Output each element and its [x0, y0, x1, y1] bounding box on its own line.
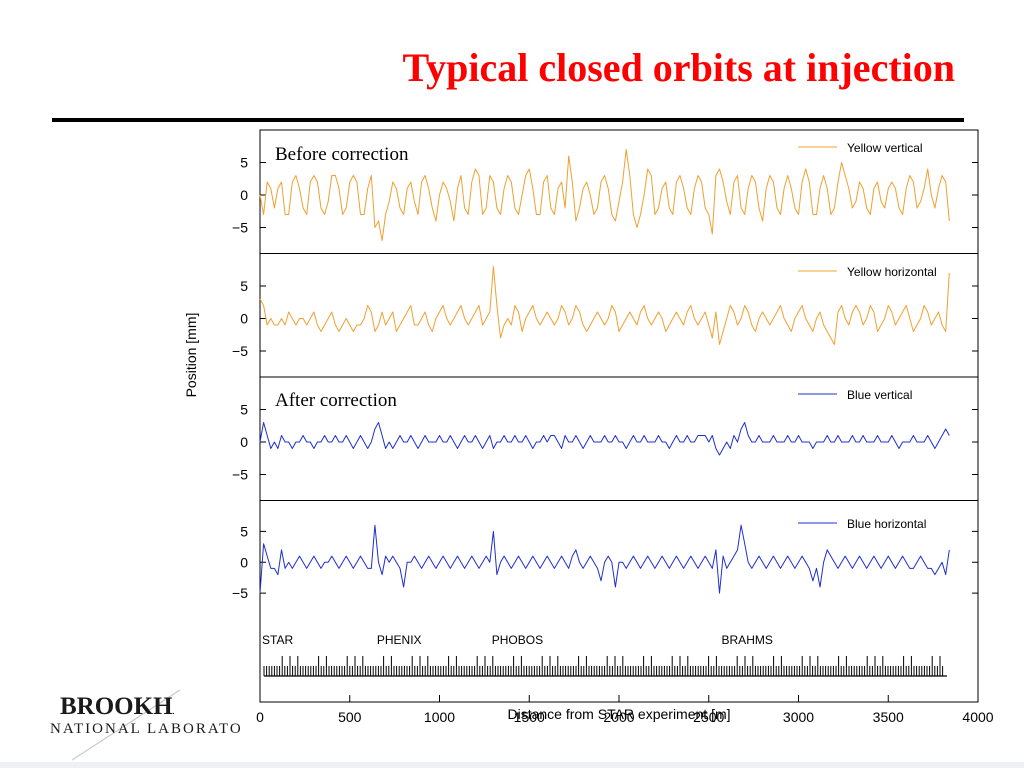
- annotation-before-correction: Before correction: [275, 144, 409, 165]
- experiment-markers: STAR PHENIX PHOBOS BRAHMS: [262, 633, 947, 677]
- y-tick-label: 0: [240, 554, 248, 570]
- logo-swoosh: [71, 689, 181, 761]
- y-axis-label: Position [mm]: [183, 313, 199, 398]
- logo-subtitle-clip: NATIONAL LABORATORY: [50, 721, 267, 737]
- x-tick-label: 4000: [962, 709, 993, 725]
- experiment-label: BRAHMS: [722, 633, 773, 647]
- brookhaven-logo: BROOKHAVEN NATIONAL LABORATORY: [50, 689, 267, 761]
- title-rule: [52, 118, 964, 122]
- x-axis-label: Distance from STAR experiment [m]: [507, 706, 730, 722]
- series-line: [259, 149, 950, 241]
- annotation-after-correction: After correction: [275, 390, 397, 411]
- x-tick-label: 1000: [424, 709, 455, 725]
- y-tick-label: 5: [240, 155, 248, 171]
- y-tick-label: −5: [232, 467, 248, 483]
- panel-3: 5 0 −5 Blue vertical: [232, 376, 978, 483]
- x-tick-label: 2000: [603, 709, 634, 725]
- legend-label: Blue vertical: [847, 388, 912, 402]
- experiment-label: STAR: [262, 633, 293, 647]
- y-tick-label: 0: [240, 434, 248, 450]
- x-axis: 0 500 1000 1500 2000 2500 3000 3500 4000: [256, 695, 994, 725]
- x-tick-label: 1500: [514, 709, 545, 725]
- experiment-label: PHOBOS: [492, 633, 543, 647]
- x-tick-label: 0: [256, 709, 264, 725]
- y-tick-label: −5: [232, 220, 248, 236]
- legend-label: Yellow horizontal: [847, 265, 937, 279]
- x-tick-label: 500: [338, 709, 362, 725]
- logo-wordmark-clip: BROOKHAVEN: [60, 693, 240, 720]
- x-tick-label: 3000: [783, 709, 814, 725]
- y-tick-label: 5: [240, 402, 248, 418]
- legend-label: Yellow vertical: [847, 141, 923, 155]
- legend-label: Blue horizontal: [847, 517, 926, 531]
- x-tick-label: 3500: [873, 709, 904, 725]
- panel-2: 5 0 −5 Yellow horizontal: [232, 253, 978, 359]
- slide-title: Typical closed orbits at injection: [402, 45, 955, 90]
- y-tick-label: 5: [240, 278, 248, 294]
- experiment-label: PHENIX: [377, 633, 422, 647]
- y-tick-label: 0: [240, 311, 248, 327]
- plot-frame: [259, 129, 979, 703]
- y-tick-label: 0: [240, 187, 248, 203]
- logo-subtitle: NATIONAL LABORATORY: [50, 721, 267, 737]
- plot-border: [259, 129, 979, 703]
- series-line: [259, 266, 950, 345]
- x-tick-label: 2500: [693, 709, 724, 725]
- y-tick-label: 5: [240, 523, 248, 539]
- footer-strip: [0, 762, 1024, 768]
- y-tick-label: −5: [232, 585, 248, 601]
- panel-1: 5 0 −5 Yellow vertical: [232, 141, 978, 241]
- y-tick-label: −5: [232, 343, 248, 359]
- panels: 5 0 −5 Yellow vertical 5 0 −5 Yellow horizontal…: [232, 141, 978, 601]
- series-line: [259, 422, 950, 456]
- panel-4: 5 0 −5 Blue horizontal: [232, 500, 978, 601]
- series-line: [259, 524, 950, 594]
- logo-wordmark: BROOKHAVEN: [60, 693, 240, 720]
